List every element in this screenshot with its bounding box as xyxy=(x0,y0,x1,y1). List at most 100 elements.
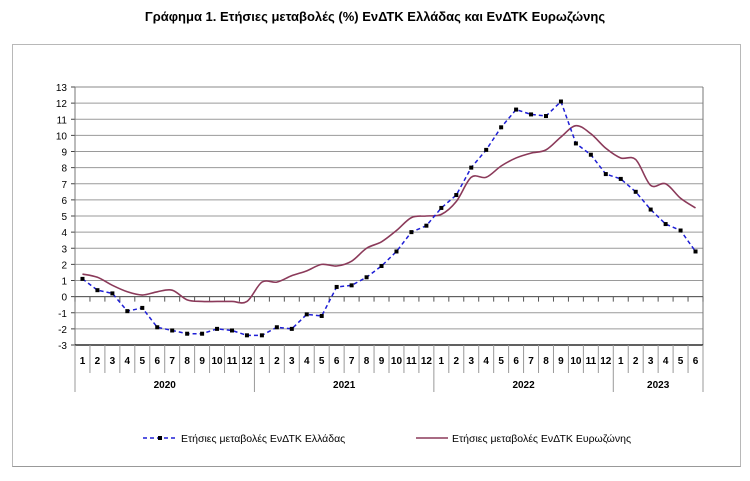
data-point-greece xyxy=(499,125,504,130)
y-tick-label: 7 xyxy=(61,180,67,191)
y-tick-label: -1 xyxy=(58,309,67,320)
chart-title: Γράφημα 1. Ετήσιες μεταβολές (%) ΕνΔΤΚ Ε… xyxy=(144,9,606,24)
data-point-greece xyxy=(185,331,190,336)
data-point-greece xyxy=(244,333,249,338)
x-tick-label: 2 xyxy=(454,356,460,367)
x-tick-label: 5 xyxy=(678,356,684,367)
data-point-greece xyxy=(439,205,444,210)
data-point-greece xyxy=(648,207,653,212)
y-tick-label: 9 xyxy=(61,148,67,159)
y-tick-label: 0 xyxy=(61,293,67,304)
series-line-eurozone xyxy=(82,124,696,304)
x-tick-label: 4 xyxy=(304,356,310,367)
x-tick-label: 1 xyxy=(80,356,86,367)
y-tick-label: 11 xyxy=(57,115,68,126)
data-point-greece xyxy=(484,147,489,152)
year-label: 2022 xyxy=(512,380,535,391)
y-tick-label: 5 xyxy=(61,212,67,223)
data-point-greece xyxy=(140,305,145,310)
x-tick-label: 10 xyxy=(211,356,223,367)
data-point-greece xyxy=(573,141,578,146)
y-tick-label: 6 xyxy=(61,196,67,207)
x-tick-label: 2 xyxy=(95,356,101,367)
x-tick-label: 2 xyxy=(633,356,639,367)
year-label: 2023 xyxy=(647,380,670,391)
data-point-greece xyxy=(588,152,593,157)
data-point-greece xyxy=(529,112,534,117)
x-tick-label: 11 xyxy=(227,356,238,367)
legend-label-eurozone: Ετήσιες μεταβολές ΕνΔΤΚ Ευρωζώνης xyxy=(452,433,631,445)
data-point-greece xyxy=(633,189,638,194)
x-tick-label: 7 xyxy=(169,356,175,367)
x-tick-label: 4 xyxy=(663,356,669,367)
data-point-greece xyxy=(95,288,100,293)
y-tick-label: 3 xyxy=(61,244,67,255)
data-point-greece xyxy=(215,326,220,331)
data-point-greece xyxy=(125,309,130,314)
data-point-greece xyxy=(80,276,85,281)
x-tick-label: 3 xyxy=(648,356,654,367)
x-tick-label: 1 xyxy=(259,356,265,367)
x-tick-label: 9 xyxy=(199,356,205,367)
x-tick-label: 11 xyxy=(586,356,597,367)
x-tick-label: 10 xyxy=(391,356,403,367)
x-tick-label: 5 xyxy=(140,356,146,367)
data-point-greece xyxy=(558,99,563,104)
data-point-greece xyxy=(693,249,698,254)
data-point-greece xyxy=(394,249,399,254)
y-tick-label: 10 xyxy=(56,131,68,142)
y-tick-label: 2 xyxy=(61,260,67,271)
x-tick-label: 9 xyxy=(379,356,385,367)
y-tick-label: 1 xyxy=(61,277,67,288)
y-tick-label: 13 xyxy=(56,83,68,94)
data-point-greece xyxy=(274,325,279,330)
x-tick-label: 5 xyxy=(498,356,504,367)
year-label: 2020 xyxy=(154,380,177,391)
y-tick-label: 12 xyxy=(56,99,68,110)
data-point-greece xyxy=(289,326,294,331)
data-point-greece xyxy=(469,165,474,170)
x-tick-label: 10 xyxy=(570,356,582,367)
legend-label-greece: Ετήσιες μεταβολές ΕνΔΤΚ Ελλάδας xyxy=(181,433,345,445)
y-tick-label: 8 xyxy=(61,164,67,175)
x-tick-label: 4 xyxy=(125,356,131,367)
x-tick-label: 1 xyxy=(618,356,624,367)
x-tick-label: 12 xyxy=(241,356,253,367)
data-point-greece xyxy=(110,291,115,296)
data-point-greece xyxy=(200,331,205,336)
x-tick-label: 3 xyxy=(468,356,474,367)
series-line-greece xyxy=(82,100,697,337)
data-point-greece xyxy=(618,176,623,181)
x-tick-label: 7 xyxy=(528,356,534,367)
data-point-greece xyxy=(304,312,309,317)
x-tick-label: 3 xyxy=(110,356,116,367)
x-tick-label: 8 xyxy=(184,356,190,367)
x-tick-label: 4 xyxy=(483,356,489,367)
x-tick-label: 3 xyxy=(289,356,295,367)
x-tick-label: 7 xyxy=(349,356,355,367)
y-tick-label: -3 xyxy=(58,341,67,352)
legend-marker-greece xyxy=(158,436,162,440)
data-point-greece xyxy=(364,275,369,280)
data-point-greece xyxy=(319,313,324,318)
x-tick-label: 9 xyxy=(558,356,564,367)
data-point-greece xyxy=(379,263,384,268)
x-tick-label: 11 xyxy=(406,356,417,367)
x-tick-label: 6 xyxy=(693,356,699,367)
x-tick-label: 6 xyxy=(513,356,519,367)
data-point-greece xyxy=(334,284,339,289)
data-point-greece xyxy=(514,107,519,112)
year-label: 2021 xyxy=(333,380,356,391)
y-tick-label: 4 xyxy=(61,228,67,239)
chart-frame xyxy=(12,44,741,467)
x-tick-label: 6 xyxy=(334,356,340,367)
data-point-greece xyxy=(409,230,414,235)
y-tick-label: -2 xyxy=(58,325,67,336)
data-point-greece xyxy=(230,328,234,333)
x-tick-label: 12 xyxy=(600,356,612,367)
x-tick-label: 6 xyxy=(154,356,160,367)
data-point-greece xyxy=(678,228,683,233)
data-point-greece xyxy=(603,172,608,177)
x-tick-label: 8 xyxy=(543,356,549,367)
x-tick-label: 8 xyxy=(364,356,370,367)
